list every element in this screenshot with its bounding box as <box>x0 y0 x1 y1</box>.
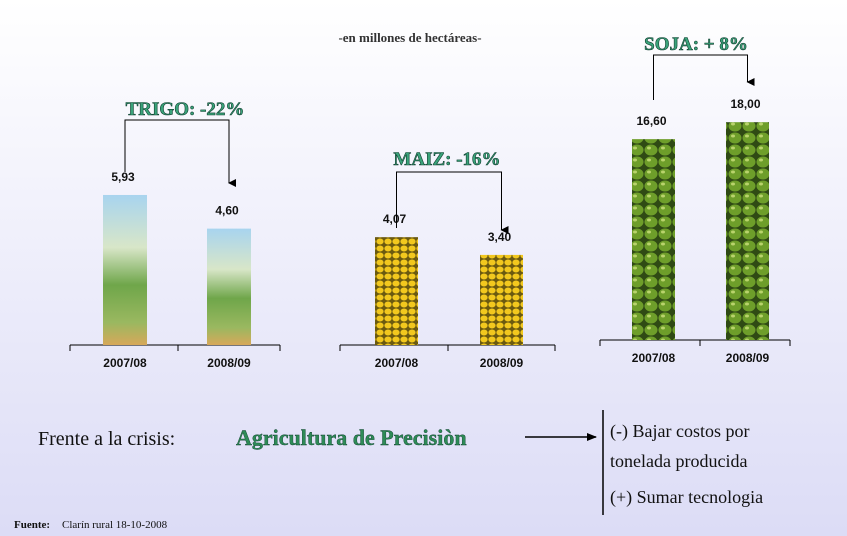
source-text: Clarín rural 18-10-2008 <box>62 519 168 531</box>
chart-title: TRIGO: -22% <box>126 99 245 120</box>
summary-emphasis: Agricultura de Precisiòn <box>236 425 467 450</box>
chart-title: SOJA: + 8% <box>644 34 748 55</box>
bar <box>375 237 418 345</box>
bar <box>480 254 523 345</box>
chart-title: MAIZ: -16% <box>393 149 500 170</box>
bar <box>207 228 251 345</box>
value-label: 4,07 <box>383 212 407 226</box>
x-tick-label: 2008/09 <box>480 356 524 370</box>
value-label: 4,60 <box>215 204 239 218</box>
bar <box>632 139 675 340</box>
value-label: 3,40 <box>488 230 512 244</box>
bar <box>726 122 769 340</box>
x-tick-label: 2008/09 <box>726 351 770 365</box>
value-label: 5,93 <box>111 170 135 184</box>
x-tick-label: 2007/08 <box>632 351 676 365</box>
x-tick-label: 2008/09 <box>207 356 251 370</box>
bracket <box>653 54 755 100</box>
x-tick-label: 2007/08 <box>103 356 147 370</box>
summary-point: (-) Bajar costos por <box>610 421 749 442</box>
summary-point: tonelada producida <box>610 451 747 471</box>
value-label: 18,00 <box>730 97 760 111</box>
value-label: 16,60 <box>636 114 666 128</box>
source-label: Fuente: <box>14 519 50 531</box>
subtitle: -en millones de hectáreas- <box>338 30 481 45</box>
bar <box>103 194 147 345</box>
bracket <box>396 171 509 234</box>
bracket <box>124 119 236 187</box>
charts: 5,93 2007/08 4,60 2008/09 TRIGO: -22% 4,07 200… <box>69 34 791 370</box>
summary-point: (+) Sumar tecnologia <box>610 487 763 508</box>
x-tick-label: 2007/08 <box>375 356 419 370</box>
summary-lead: Frente a la crisis: <box>38 428 175 450</box>
